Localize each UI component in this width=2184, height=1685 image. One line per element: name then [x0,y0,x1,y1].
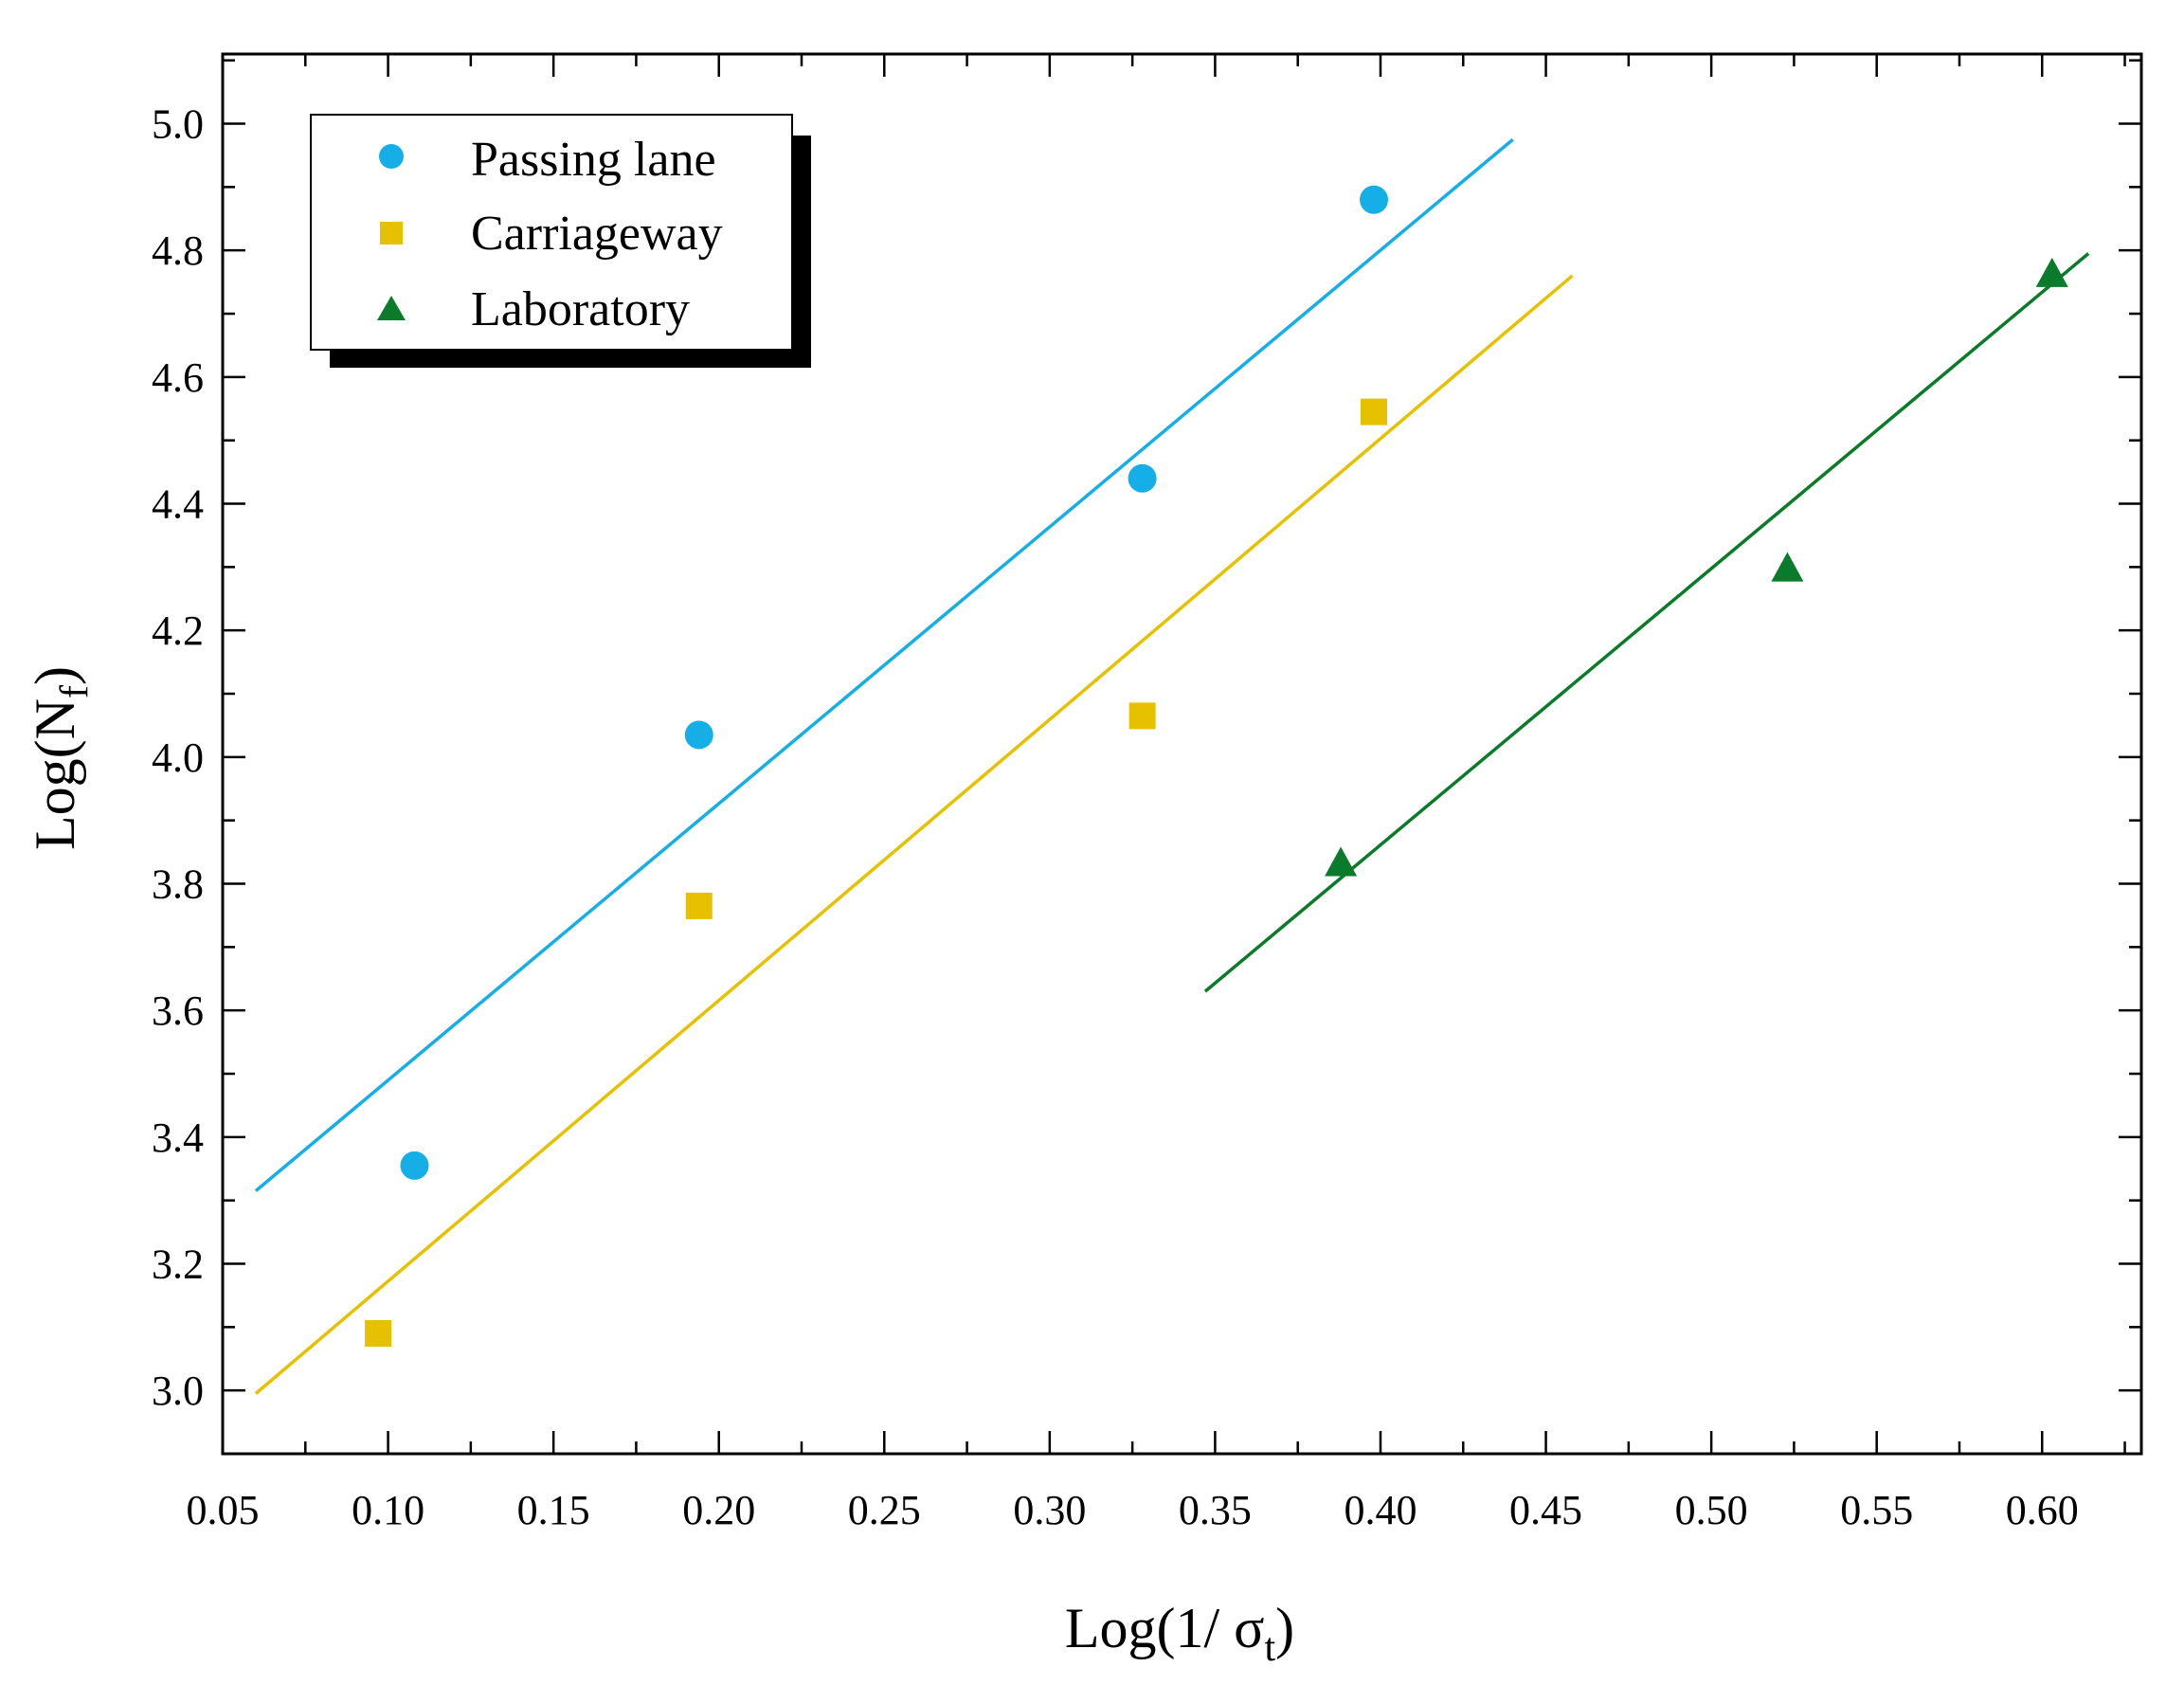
x-tick-label: 0.15 [517,1487,590,1533]
x-tick-label: 0.05 [187,1487,260,1533]
data-point-passing-lane [684,720,713,750]
y-tick-label: 4.6 [152,354,204,401]
y-tick-label: 3.2 [152,1241,204,1288]
legend-label-laboratory: Laboratory [471,282,690,336]
data-point-carriageway [1361,398,1387,426]
legend-marker-carriageway [380,222,403,245]
axis-ticks: 0.05 0.10 0.15 0.20 0.25 0.30 0.35 0.40 0.45 0.50… [152,54,2141,1533]
y-tick-label: 3.8 [152,861,204,908]
y-tick-label: 4.4 [152,481,204,528]
fit-line-passing-lane [254,137,1514,1192]
data-points [365,185,2068,1348]
plot-area-frame [221,52,2143,1456]
data-point-carriageway [365,1320,392,1348]
data-point-laboratory [1325,846,1358,877]
x-tick-label: 0.20 [682,1487,755,1533]
y-tick-label: 4.8 [152,227,204,274]
legend: Passing lane Carriageway Laboratory [310,114,811,368]
legend-marker-laboratory [377,296,406,320]
y-tick-label: 3.0 [152,1368,204,1414]
x-tick-label: 0.40 [1344,1487,1417,1533]
data-point-laboratory [2035,257,2068,287]
x-axis-title: Log(1/ σt) [1065,1597,1294,1670]
x-tick-label: 0.50 [1675,1487,1748,1533]
y-tick-label: 5.0 [152,101,204,148]
x-tick-label: 0.60 [2006,1487,2079,1533]
legend-marker-passing-lane [379,144,404,169]
y-tick-label: 3.6 [152,987,204,1034]
data-point-laboratory [1771,552,1804,582]
data-point-passing-lane [1128,463,1157,493]
x-tick-label: 0.30 [1013,1487,1086,1533]
x-tick-label: 0.25 [848,1487,921,1533]
y-tick-label: 3.4 [152,1114,204,1161]
legend-label-passing-lane: Passing lane [471,133,716,187]
data-point-passing-lane [1360,185,1388,214]
data-point-carriageway [1128,702,1156,730]
data-point-passing-lane [400,1151,429,1180]
y-axis-title: Log(Nf) [24,666,97,850]
data-point-carriageway [685,892,713,919]
x-tick-label: 0.35 [1179,1487,1252,1533]
x-tick-label: 0.55 [1840,1487,1913,1533]
fit-line-carriageway [254,274,1574,1395]
x-tick-label: 0.45 [1509,1487,1582,1533]
legend-label-carriageway: Carriageway [471,207,723,261]
x-tick-label: 0.10 [352,1487,424,1533]
y-tick-label: 4.2 [152,607,204,654]
y-tick-label: 4.0 [152,734,204,781]
